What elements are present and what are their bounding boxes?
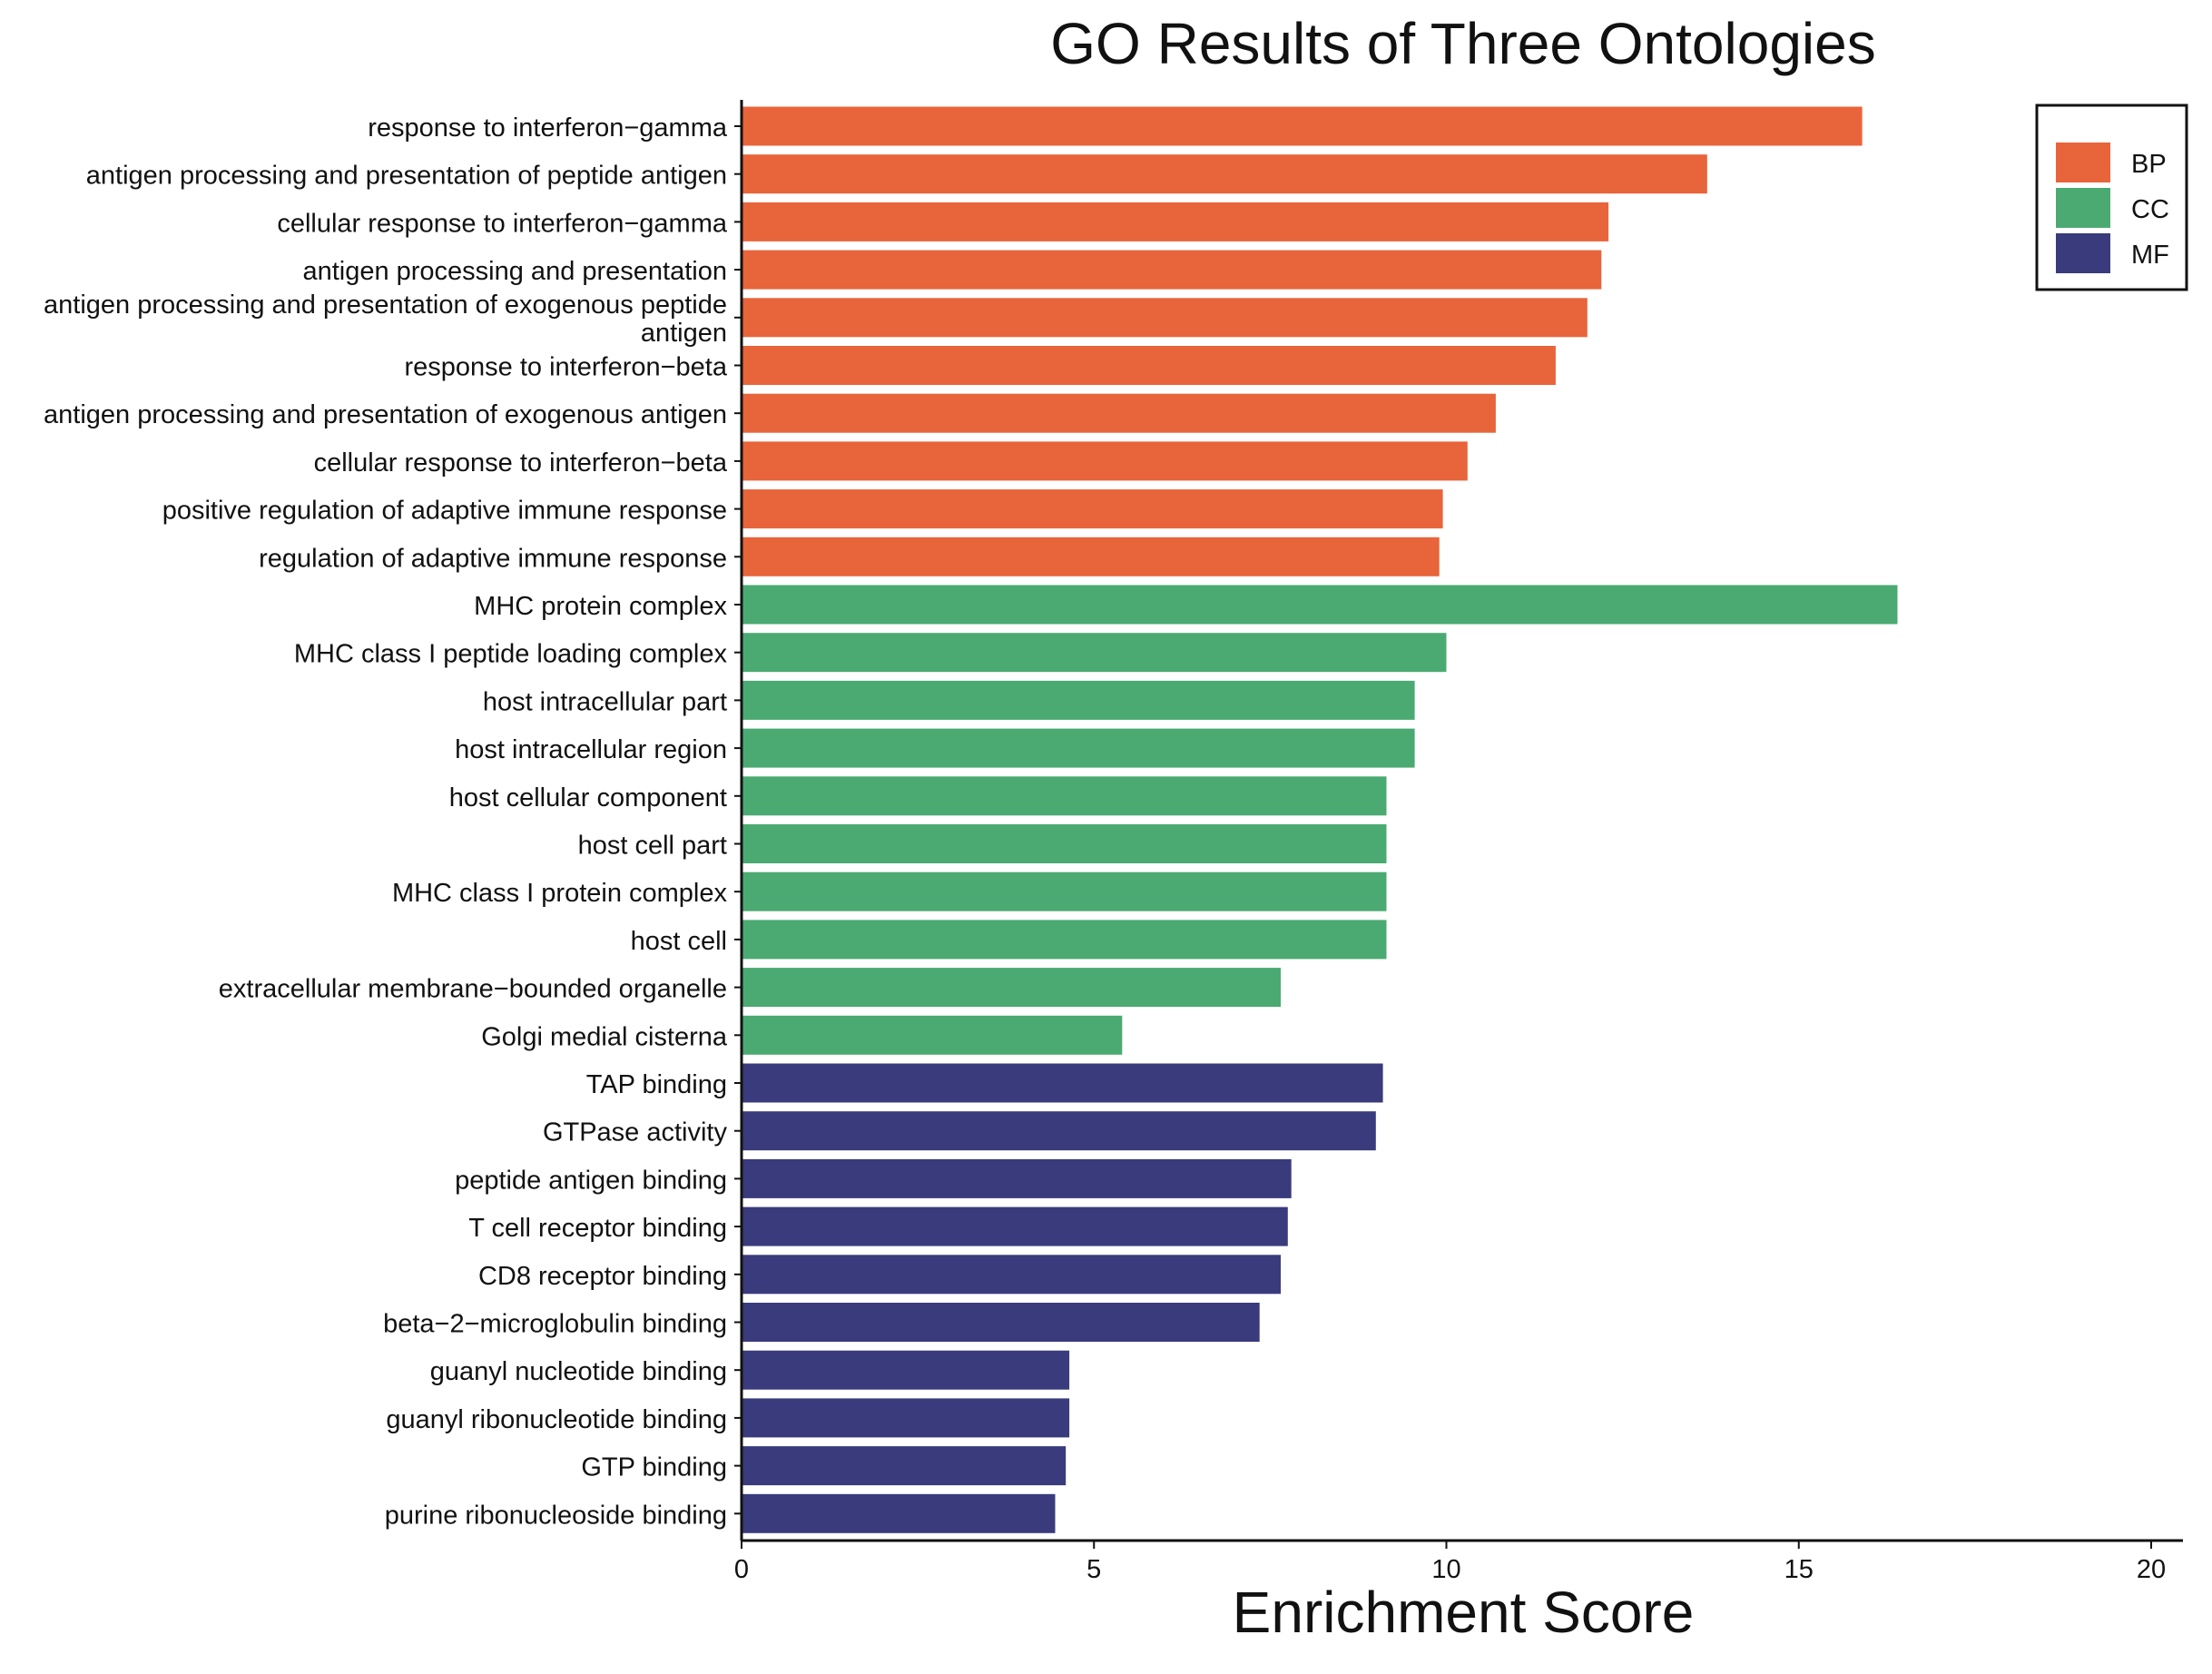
- category-label: response to interferon−gamma: [368, 113, 728, 143]
- category-label: CD8 receptor binding: [478, 1262, 727, 1291]
- bar-bp: [742, 250, 1602, 290]
- category-label: host cellular component: [449, 783, 727, 812]
- x-tick-label: 15: [1784, 1555, 1814, 1584]
- bar-mf: [742, 1255, 1281, 1295]
- bar-cc: [742, 968, 1281, 1008]
- bar-cc: [742, 633, 1447, 673]
- category-label: extracellular membrane−bounded organelle: [219, 975, 727, 1004]
- category-label: host intracellular part: [483, 687, 727, 716]
- legend: BP CC MF: [2035, 103, 2188, 291]
- bar-bp: [742, 298, 1588, 338]
- x-axis-label: Enrichment Score: [1233, 1580, 1695, 1645]
- bar-bp: [742, 441, 1468, 481]
- category-label: TAP binding: [586, 1070, 727, 1099]
- bar-bp: [742, 489, 1443, 529]
- legend-swatch-cc: [2056, 188, 2110, 228]
- bar-mf: [742, 1350, 1070, 1390]
- bar-mf: [742, 1111, 1376, 1151]
- bar-mf: [742, 1493, 1056, 1533]
- bar-bp: [742, 202, 1609, 241]
- category-label: cellular response to interferon−beta: [314, 448, 728, 478]
- category-label: T cell receptor binding: [468, 1214, 727, 1243]
- bar-mf: [742, 1206, 1288, 1246]
- bar-bp: [742, 154, 1707, 194]
- bar-bp: [742, 537, 1440, 576]
- chart-title: GO Results of Three Ontologies: [1050, 11, 1875, 76]
- category-label: guanyl nucleotide binding: [430, 1357, 727, 1386]
- category-label: host cell: [631, 927, 727, 956]
- category-label: host intracellular region: [455, 735, 727, 764]
- bar-bp: [742, 106, 1863, 146]
- category-label: GTP binding: [581, 1453, 727, 1482]
- bars-layer: [742, 106, 1898, 1533]
- x-tick-label: 20: [2137, 1555, 2166, 1584]
- category-label: guanyl ribonucleotide binding: [386, 1405, 727, 1434]
- bar-mf: [742, 1398, 1070, 1438]
- bar-mf: [742, 1303, 1260, 1342]
- category-label: host cell part: [578, 832, 727, 861]
- bar-cc: [742, 680, 1415, 720]
- category-labels: response to interferon−gamma antigen proc…: [44, 113, 728, 1530]
- category-label: cellular response to interferon−gamma: [277, 209, 728, 238]
- category-label: antigen processing and presentation of e…: [44, 290, 727, 320]
- bar-bp: [742, 393, 1496, 433]
- x-tick-label: 0: [734, 1555, 749, 1584]
- category-label: antigen processing and presentation of p…: [86, 162, 727, 191]
- bar-mf: [742, 1158, 1292, 1198]
- legend-label-mf: MF: [2131, 241, 2169, 270]
- bar-bp: [742, 346, 1556, 385]
- category-label: Golgi medial cisterna: [481, 1022, 728, 1051]
- axes: 0 5 10 15 20: [734, 100, 2183, 1584]
- bar-cc: [742, 585, 1898, 625]
- bar-cc: [742, 1015, 1123, 1055]
- category-label: MHC class I protein complex: [392, 879, 728, 908]
- bar-cc: [742, 871, 1387, 911]
- bar-cc: [742, 920, 1387, 960]
- category-label: response to interferon−beta: [405, 353, 728, 382]
- category-label: regulation of adaptive immune response: [259, 544, 727, 573]
- category-label: antigen processing and presentation: [302, 257, 727, 286]
- category-label: beta−2−microglobulin binding: [383, 1310, 727, 1339]
- category-label: positive regulation of adaptive immune r…: [162, 497, 727, 526]
- x-tick-label: 10: [1431, 1555, 1460, 1584]
- category-label: GTPase activity: [543, 1118, 728, 1147]
- category-label: MHC protein complex: [474, 592, 727, 621]
- category-label: antigen: [641, 319, 727, 348]
- bar-mf: [742, 1063, 1383, 1103]
- legend-swatch-bp: [2056, 143, 2110, 182]
- bar-cc: [742, 728, 1415, 768]
- category-label: purine ribonucleoside binding: [385, 1501, 727, 1530]
- category-label: antigen processing and presentation of e…: [44, 400, 727, 429]
- legend-label-bp: BP: [2131, 150, 2167, 179]
- legend-label-cc: CC: [2131, 195, 2169, 224]
- bar-mf: [742, 1446, 1067, 1486]
- x-tick-label: 5: [1086, 1555, 1101, 1584]
- category-label: peptide antigen binding: [455, 1166, 727, 1195]
- legend-swatch-mf: [2056, 233, 2110, 273]
- bar-cc: [742, 776, 1387, 816]
- category-label: MHC class I peptide loading complex: [294, 640, 728, 669]
- bar-cc: [742, 824, 1387, 863]
